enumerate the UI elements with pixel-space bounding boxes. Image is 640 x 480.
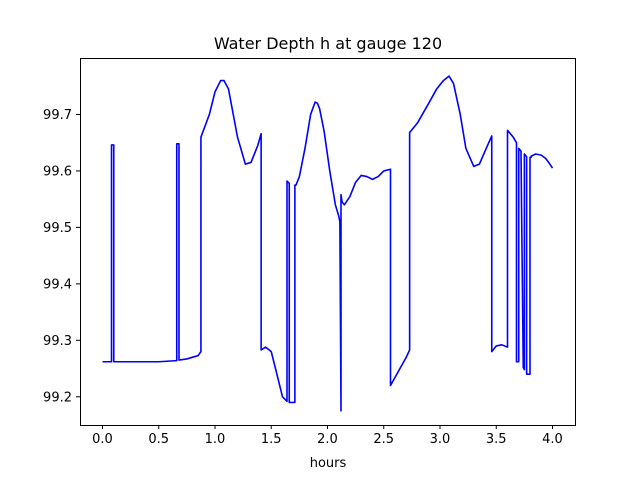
- y-tick-label: 99.3: [43, 334, 72, 349]
- series-line-0: [102, 75, 554, 412]
- x-tick-label: 1.5: [261, 432, 282, 447]
- x-tick-label: 2.0: [317, 432, 338, 447]
- x-tick-label: 4.0: [542, 432, 563, 447]
- x-axis-label: hours: [310, 456, 347, 471]
- chart-title: Water Depth h at gauge 120: [214, 34, 442, 53]
- y-tick-label: 99.5: [43, 221, 72, 236]
- x-tick-label: 3.0: [430, 432, 451, 447]
- y-tick-label: 99.7: [43, 108, 72, 123]
- x-tick-label: 0.5: [148, 432, 169, 447]
- plot-layer: [102, 75, 554, 412]
- y-tick-label: 99.4: [43, 277, 72, 292]
- y-tick-label: 99.6: [43, 164, 72, 179]
- x-tick-label: 0.0: [92, 432, 113, 447]
- x-tick-label: 2.5: [373, 432, 394, 447]
- y-tick-label: 99.2: [43, 390, 72, 405]
- x-tick-label: 3.5: [486, 432, 507, 447]
- x-tick-label: 1.0: [205, 432, 226, 447]
- y-axis: 99.2 99.3 99.4 99.5 99.6 99.7: [43, 108, 80, 405]
- x-axis: 0.0 0.5 1.0 1.5 2.0 2.5 3.0 3.5 4.0: [92, 425, 563, 447]
